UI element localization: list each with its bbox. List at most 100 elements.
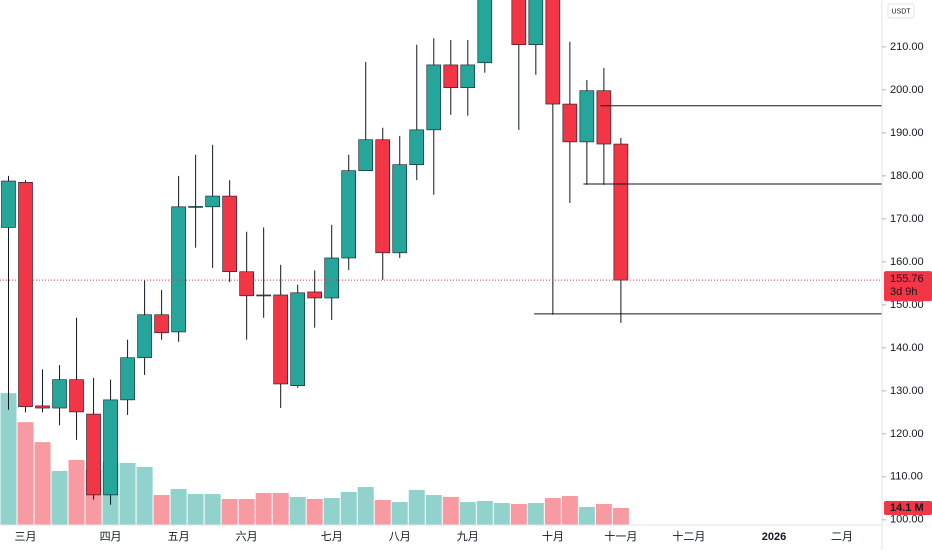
candle-body — [290, 292, 305, 386]
x-tick-label: 十二月 — [672, 529, 705, 543]
candle-body — [596, 90, 612, 145]
volume-bar — [0, 393, 17, 525]
candle-body — [358, 139, 374, 172]
volume-bar — [476, 500, 493, 525]
candle-body — [426, 64, 442, 131]
currency: USDT — [891, 8, 911, 15]
candle-body — [375, 139, 391, 254]
candle-body — [409, 129, 425, 165]
x-tick-label: 五月 — [168, 531, 190, 543]
y-tick-label: 170.00 — [890, 213, 924, 225]
y-tick-label: 200.00 — [890, 84, 924, 96]
y-tick-label: 100.00 — [890, 514, 924, 526]
volume-bar — [34, 442, 51, 525]
volume-bar — [51, 470, 68, 525]
x-tick-label: 六月 — [236, 530, 258, 543]
candle-body — [545, 0, 561, 105]
candle-body — [86, 413, 101, 496]
candle-body — [324, 257, 340, 299]
plot-area — [0, 0, 882, 525]
candle-body — [477, 0, 493, 64]
volume-label: 14.1 M — [890, 502, 924, 514]
volume-bar — [544, 498, 561, 525]
candle-body — [188, 206, 203, 208]
volume-label-box — [884, 500, 932, 515]
candle-body — [35, 405, 50, 409]
x-tick-label: 七月 — [321, 530, 343, 543]
x-tick-label: 三月 — [15, 531, 37, 543]
volume-bar — [68, 459, 85, 525]
x-tick-label: 十一月 — [604, 529, 637, 543]
candle-body — [103, 399, 118, 496]
volume-bar — [255, 492, 272, 525]
candle-body — [341, 170, 357, 259]
candle-body — [511, 0, 527, 46]
volume-bar — [578, 506, 595, 525]
volume-bar — [442, 496, 459, 525]
candle-body — [69, 379, 84, 413]
x-tick-label: 十月 — [542, 529, 564, 543]
candle-body — [154, 314, 169, 334]
volume-bar — [187, 494, 204, 525]
candle-body — [613, 143, 629, 281]
volume-bar — [459, 502, 476, 525]
y-tick-label: 190.00 — [890, 127, 924, 139]
volume-bar — [374, 499, 391, 525]
volume-bar — [153, 495, 170, 525]
y-tick-label: 140.00 — [890, 342, 924, 354]
candle-body — [239, 271, 254, 297]
y-tick-label: 120.00 — [890, 428, 924, 440]
volume-bar — [561, 495, 578, 525]
volume-bar — [170, 488, 187, 525]
volume-bar — [17, 422, 34, 525]
volume-bar — [340, 491, 357, 525]
candle-body — [1, 180, 16, 228]
x-tick-label: 九月 — [457, 530, 479, 543]
candle-body — [18, 182, 33, 408]
volume-bar — [391, 502, 408, 525]
candle-body — [205, 195, 220, 208]
currency-box — [887, 3, 915, 19]
countdown-label: 3d 9h — [890, 286, 918, 298]
candle-body — [307, 291, 322, 299]
candle-body — [256, 294, 271, 297]
volume-bar — [357, 487, 374, 525]
volume-bar — [136, 466, 153, 525]
candle-body — [120, 357, 135, 401]
candle-body — [528, 0, 544, 46]
y-tick-label: 210.00 — [890, 41, 924, 53]
candle-body — [137, 314, 152, 359]
last-price-label: 155.76 — [890, 273, 924, 285]
volume-bar — [119, 462, 136, 525]
candle-body — [562, 103, 578, 143]
volume-bar — [493, 502, 510, 525]
x-tick-label: 八月 — [389, 531, 411, 543]
y-tick-label: 130.00 — [890, 385, 924, 397]
x-tick-label: 2026 — [762, 531, 786, 543]
x-tick-label: 四月 — [100, 531, 122, 543]
volume-bar — [323, 498, 340, 525]
volume-bar — [238, 498, 255, 525]
volume-bar — [306, 498, 323, 525]
volume-bar — [289, 496, 306, 525]
candle-body — [460, 64, 476, 89]
volume-bar — [595, 503, 612, 525]
candle-body — [392, 164, 408, 254]
volume-bar — [510, 503, 527, 525]
candle-body — [443, 64, 459, 89]
volume-bar — [612, 507, 629, 525]
last-price-box — [884, 271, 932, 302]
volume-bar — [527, 502, 544, 525]
candle-body — [273, 294, 288, 385]
candle-body — [579, 90, 595, 143]
y-tick-label: 110.00 — [890, 471, 923, 483]
candle-body — [52, 379, 67, 409]
x-tick-label: 二月 — [831, 531, 853, 543]
y-tick-label: 160.00 — [890, 256, 924, 268]
candle-body — [171, 206, 186, 333]
volume-bar — [408, 489, 425, 525]
y-tick-label: 180.00 — [890, 170, 924, 182]
candle-body — [222, 195, 237, 273]
volume-bar — [204, 494, 221, 525]
y-tick-label: 150.00 — [890, 299, 924, 311]
